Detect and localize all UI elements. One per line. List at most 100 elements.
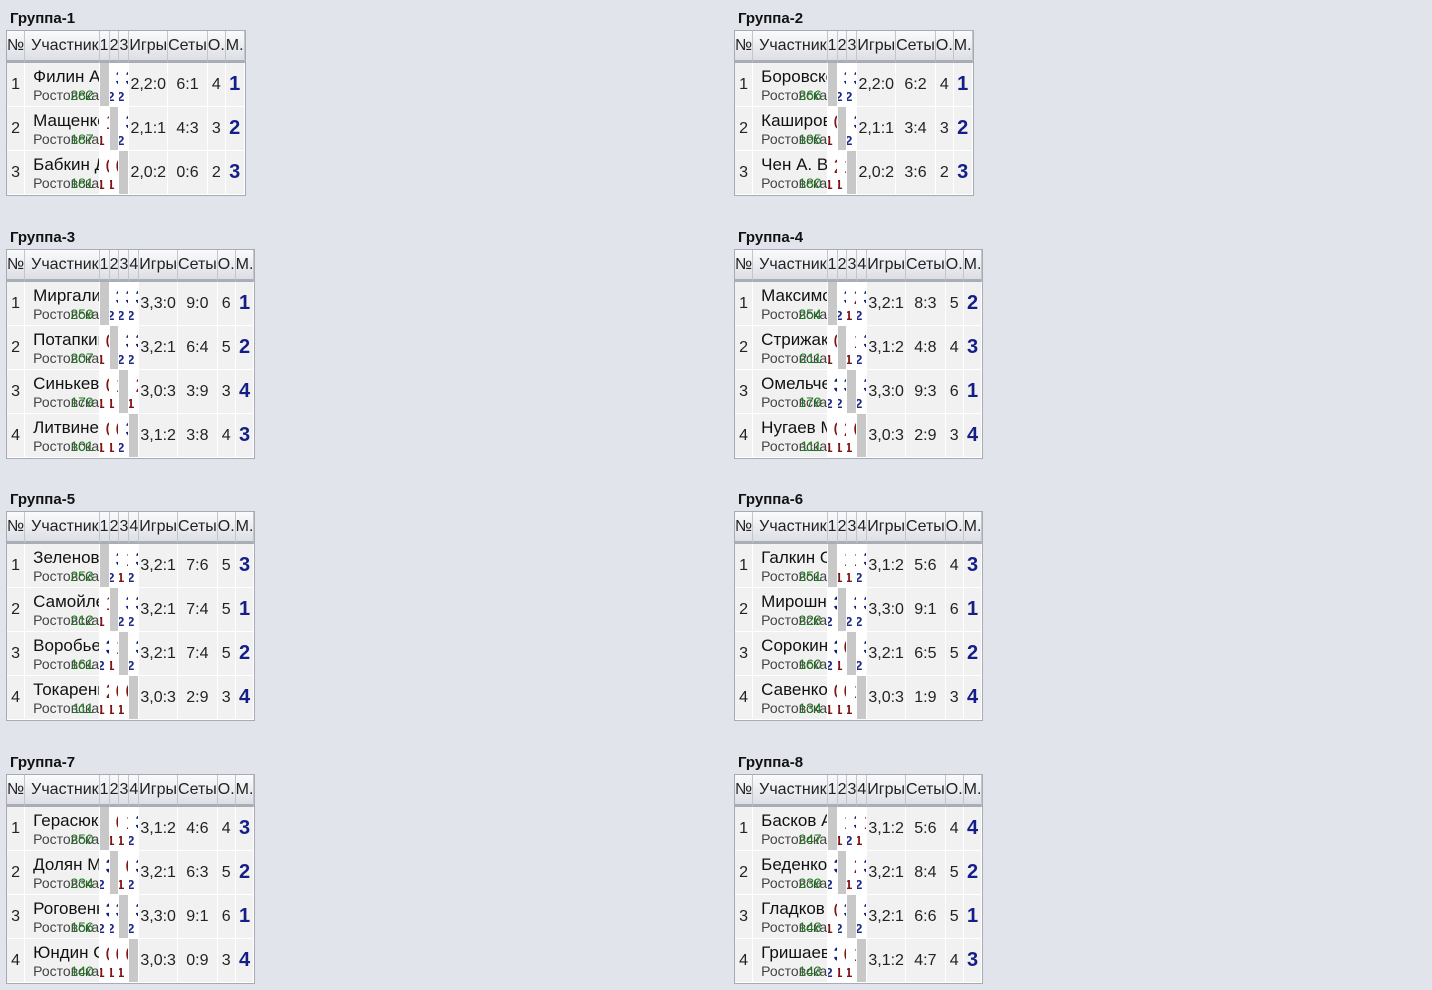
match-score[interactable]: 3:1 [834,593,837,616]
player-name[interactable]: Омельченко Д. П. [761,374,827,393]
match-result-cell[interactable]: 1:31 [847,676,858,720]
match-result-cell[interactable]: 3:02 [129,588,140,632]
match-score[interactable]: 0:3 [834,419,837,442]
match-score[interactable]: 1:3 [116,375,119,398]
match-score[interactable]: 1:3 [853,331,856,354]
player-name[interactable]: Максимов М. Ю. [761,286,827,305]
match-result-cell[interactable]: 0:31 [119,939,130,983]
match-result-cell[interactable]: 0:31 [109,414,120,458]
participant-cell[interactable]: Омельченко Д. П.Ростовская область, ...1… [753,370,828,414]
match-result-cell[interactable]: 3:22 [129,544,140,588]
match-result-cell[interactable]: 1:31 [837,544,848,588]
match-score[interactable]: 3:2 [844,900,847,923]
match-score[interactable]: 0:3 [125,856,128,879]
match-score[interactable]: 3:0 [106,856,109,879]
participant-cell[interactable]: Галкин О. Б.Ростовская область, ...251 [753,544,828,588]
match-result-cell[interactable]: 0:31 [847,414,858,458]
match-score[interactable]: 0:3 [116,156,119,179]
match-result-cell[interactable]: 3:22 [119,414,130,458]
match-score[interactable]: 0:3 [106,375,109,398]
match-score[interactable]: 0:3 [834,112,837,135]
match-score[interactable]: 2:3 [853,287,856,310]
participant-cell[interactable]: Мащенко В. И.Ростовская область, ...187 [25,107,100,151]
match-score[interactable]: 0:3 [125,681,128,704]
match-result-cell[interactable]: 3:02 [129,632,140,676]
match-result-cell[interactable]: 0:31 [119,676,130,720]
match-result-cell[interactable]: 3:22 [857,326,868,370]
participant-cell[interactable]: Сорокин О. В.Ростовская обл., Аксай160 [753,632,828,676]
match-score[interactable]: 3:0 [125,112,128,135]
match-result-cell[interactable]: 0:31 [827,326,838,370]
match-result-cell[interactable]: 3:02 [119,63,130,107]
match-result-cell[interactable]: 0:31 [837,632,848,676]
match-score[interactable]: 3:0 [863,593,866,616]
participant-cell[interactable]: Басков А. А.Ростовская область, ...247 [753,807,828,851]
player-name[interactable]: Каширова Е. А. [761,111,827,130]
player-name[interactable]: Басков А. А. [761,811,827,830]
match-result-cell[interactable]: 3:02 [857,370,868,414]
match-result-cell[interactable]: 3:12 [827,939,838,983]
player-name[interactable]: Филин А. В. [33,67,100,86]
match-score[interactable]: 3:0 [116,900,119,923]
player-name[interactable]: Потапкин С. А. [33,330,99,349]
participant-cell[interactable]: Гришаев В. А.Ростовская обл., Рост...143 [753,939,828,983]
match-result-cell[interactable]: 1:31 [119,807,130,851]
player-name[interactable]: Стрижаков Ю. В. [761,330,827,349]
match-score[interactable]: 3:1 [116,68,119,91]
participant-cell[interactable]: Воробьев В. И.Ростовская область, ...161 [25,632,100,676]
match-result-cell[interactable]: 0:31 [827,895,838,939]
match-score[interactable]: 0:3 [125,944,128,967]
match-score[interactable]: 3:0 [116,287,119,310]
match-result-cell[interactable]: 3:22 [827,370,838,414]
player-name[interactable]: Токаренко А. С. [33,680,99,699]
participant-cell[interactable]: Токаренко А. С.Ростовская обл., Ново...1… [25,676,100,720]
match-result-cell[interactable]: 3:12 [827,851,838,895]
match-result-cell[interactable]: 3:02 [119,282,130,326]
match-score[interactable]: 3:1 [125,593,128,616]
match-score[interactable]: 1:3 [844,812,847,835]
match-result-cell[interactable]: 3:02 [99,851,110,895]
match-result-cell[interactable]: 0:31 [99,151,110,195]
participant-cell[interactable]: Синькевич А. В.Ростовская обл., Рост...1… [25,370,100,414]
match-score[interactable]: 3:0 [135,637,138,660]
match-score[interactable]: 3:0 [135,287,138,310]
match-score[interactable]: 3:0 [125,68,128,91]
match-result-cell[interactable]: 1:31 [847,544,858,588]
match-score[interactable]: 1:3 [844,549,847,572]
match-score[interactable]: 3:2 [834,375,837,398]
match-result-cell[interactable]: 3:12 [119,588,130,632]
match-result-cell[interactable]: 3:02 [857,282,868,326]
player-name[interactable]: Мащенко В. И. [33,111,100,130]
match-score[interactable]: 0:3 [116,419,119,442]
match-result-cell[interactable]: 1:31 [837,807,848,851]
match-score[interactable]: 3:2 [863,331,866,354]
match-score[interactable]: 1:3 [844,156,847,179]
player-name[interactable]: Гладков Д. О. [761,899,827,918]
participant-cell[interactable]: Долян М. А.Ростовская обл., Некл...234 [25,851,100,895]
match-score[interactable]: 3:1 [125,331,128,354]
match-score[interactable]: 3:0 [863,287,866,310]
match-result-cell[interactable]: 1:31 [837,151,848,195]
participant-cell[interactable]: Гладков Д. О.Ростовская обл., Рост...148 [753,895,828,939]
match-score[interactable]: 0:3 [834,900,837,923]
match-result-cell[interactable]: 0:31 [109,151,120,195]
match-result-cell[interactable]: 1:31 [119,544,130,588]
match-result-cell[interactable]: 1:31 [109,370,120,414]
match-result-cell[interactable]: 3:02 [129,326,140,370]
match-score[interactable]: 0:3 [834,681,837,704]
match-score[interactable]: 3:0 [863,549,866,572]
match-score[interactable]: 3:1 [863,637,866,660]
match-score[interactable]: 0:3 [116,681,119,704]
match-score[interactable]: 1:3 [853,944,856,967]
player-name[interactable]: Мирошниченко И. В. [761,592,827,611]
match-score[interactable]: 0:3 [844,681,847,704]
match-score[interactable]: 3:0 [135,331,138,354]
match-result-cell[interactable]: 0:31 [109,676,120,720]
participant-cell[interactable]: Савенко В. С.Ростовская обл., Рост...134 [753,676,828,720]
match-result-cell[interactable]: 3:12 [857,895,868,939]
match-result-cell[interactable]: 3:02 [837,63,848,107]
player-name[interactable]: Боровской Ю. Н. [761,67,827,86]
participant-cell[interactable]: Мирошниченко И. В.Ростовская обл., Рост.… [753,588,828,632]
match-result-cell[interactable]: 3:02 [109,895,120,939]
match-result-cell[interactable]: 0:31 [837,939,848,983]
